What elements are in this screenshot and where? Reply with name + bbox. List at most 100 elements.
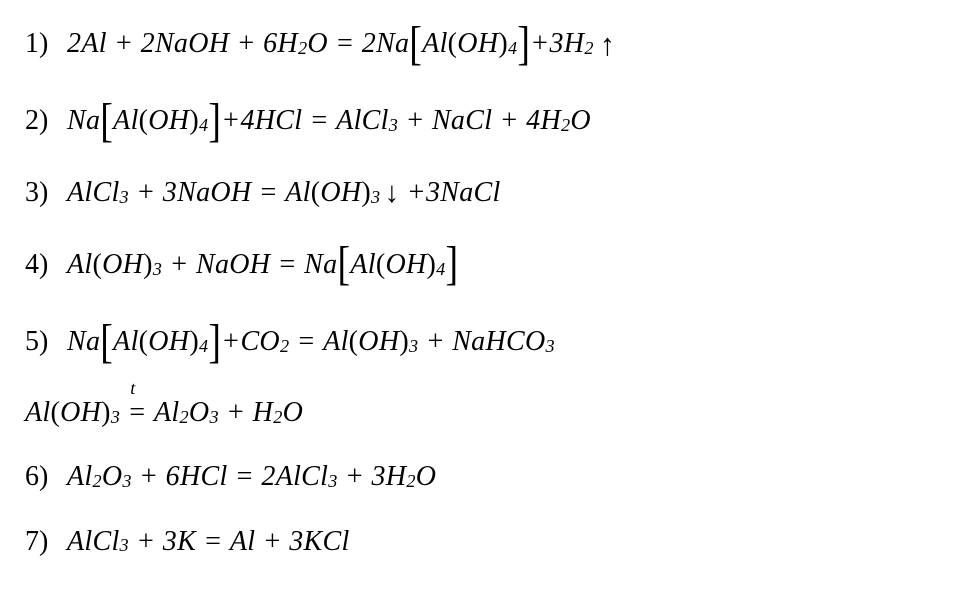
element: O (416, 459, 437, 495)
equals: = (259, 175, 278, 211)
coef: 3 (426, 175, 440, 211)
element: O (570, 103, 591, 139)
subscript: 2 (298, 37, 307, 61)
right-paren: ) (361, 175, 371, 211)
element: Al (25, 395, 50, 431)
complex-bracket: [Al(OH)4] (100, 97, 221, 146)
plus: + (426, 324, 445, 360)
subscript: 3 (122, 470, 131, 494)
element: Na (67, 324, 100, 360)
subscript: 4 (436, 258, 445, 282)
plus: + (221, 103, 240, 139)
subscript: 2 (92, 470, 101, 494)
element: Na (376, 26, 409, 62)
compound: AlCl (276, 459, 329, 495)
coef: 3 (163, 175, 177, 211)
plus: + (139, 459, 158, 495)
coef: 2 (261, 459, 275, 495)
equals: = (278, 247, 297, 283)
eq-number: 3) (25, 175, 57, 211)
element: H (253, 395, 274, 431)
subscript: 3 (546, 335, 555, 359)
formula: AlCl3 + 3NaOH = Al(OH)3 ↓ + 3NaCl (67, 174, 501, 212)
plus: + (530, 26, 549, 62)
group: OH (457, 26, 498, 62)
element: O (102, 459, 123, 495)
subscript: 2 (180, 406, 189, 430)
subscript: 4 (508, 37, 517, 61)
formula: Na[Al(OH)4] + CO2 = Al(OH)3 + NaHCO3 (67, 318, 555, 367)
left-paren: ( (50, 395, 60, 431)
equation-list: 1) 2Al + 2NaOH + 6H2O = 2Na[Al(OH)4] + 3… (25, 20, 953, 560)
compound: NaCl (440, 175, 500, 211)
eq-number: 5) (25, 324, 57, 360)
element: Al (285, 175, 310, 211)
subscript: 2 (280, 335, 289, 359)
plus: + (170, 247, 189, 283)
right-paren: ) (189, 103, 199, 139)
formula: Al(OH)3 + NaOH = Na[Al(OH)4] (67, 240, 458, 289)
coef: 2 (362, 26, 376, 62)
equals-with-t: t= (128, 395, 147, 431)
plus: + (500, 103, 519, 139)
element: O (189, 395, 210, 431)
right-paren: ) (101, 395, 111, 431)
group: OH (102, 247, 143, 283)
left-paren: ( (92, 247, 102, 283)
group: OH (60, 395, 101, 431)
element: Al (81, 26, 106, 62)
equation-4: 4) Al(OH)3 + NaOH = Na[Al(OH)4] (25, 240, 953, 289)
subscript: 3 (153, 258, 162, 282)
element: H (564, 26, 585, 62)
element: O (283, 395, 304, 431)
left-paren: ( (139, 103, 149, 139)
coef: 6 (263, 26, 277, 62)
plus: + (136, 175, 155, 211)
element: O (307, 26, 328, 62)
element: Al (422, 26, 447, 62)
subscript: 3 (120, 186, 129, 210)
subscript: 3 (209, 406, 218, 430)
element: Na (304, 247, 337, 283)
eq-number: 7) (25, 524, 57, 560)
formula: Al(OH)3 t= Al2O3 + H2O (25, 395, 303, 431)
eq-number: 1) (25, 26, 57, 62)
right-paren: ) (427, 247, 437, 283)
subscript: 2 (561, 114, 570, 138)
element: Al (350, 247, 375, 283)
compound: NaOH (155, 26, 229, 62)
equals: = (310, 103, 329, 139)
plus: + (221, 324, 240, 360)
element: Na (67, 103, 100, 139)
equation-3: 3) AlCl3 + 3NaOH = Al(OH)3 ↓ + 3NaCl (25, 174, 953, 212)
compound: AlCl (67, 175, 120, 211)
compound: KCl (304, 524, 350, 560)
compound: NaOH (177, 175, 251, 211)
formula: 2Al + 2NaOH + 6H2O = 2Na[Al(OH)4] + 3H2 … (67, 20, 615, 69)
compound: HCl (180, 459, 228, 495)
element: H (277, 26, 298, 62)
subscript: 2 (584, 37, 593, 61)
subscript: 3 (389, 114, 398, 138)
compound: HCl (255, 103, 303, 139)
subscript: 2 (406, 470, 415, 494)
equals: = (335, 26, 354, 62)
right-paren: ) (143, 247, 153, 283)
plus: + (407, 175, 426, 211)
left-bracket: [ (337, 234, 350, 295)
element: Al (154, 395, 179, 431)
element: Al (67, 247, 92, 283)
equation-5b: Al(OH)3 t= Al2O3 + H2O (25, 395, 953, 431)
equation-2: 2) Na[Al(OH)4] + 4HCl = AlCl3 + NaCl + 4… (25, 97, 953, 146)
right-paren: ) (498, 26, 508, 62)
precipitate-arrow-icon: ↓ (384, 174, 399, 212)
compound: NaOH (196, 247, 270, 283)
complex-bracket: [Al(OH)4] (100, 318, 221, 367)
eq-number: 4) (25, 247, 57, 283)
subscript: 3 (409, 335, 418, 359)
plus: + (263, 524, 282, 560)
element: Al (230, 524, 255, 560)
compound: AlCl (67, 524, 120, 560)
left-paren: ( (311, 175, 321, 211)
group: OH (385, 247, 426, 283)
